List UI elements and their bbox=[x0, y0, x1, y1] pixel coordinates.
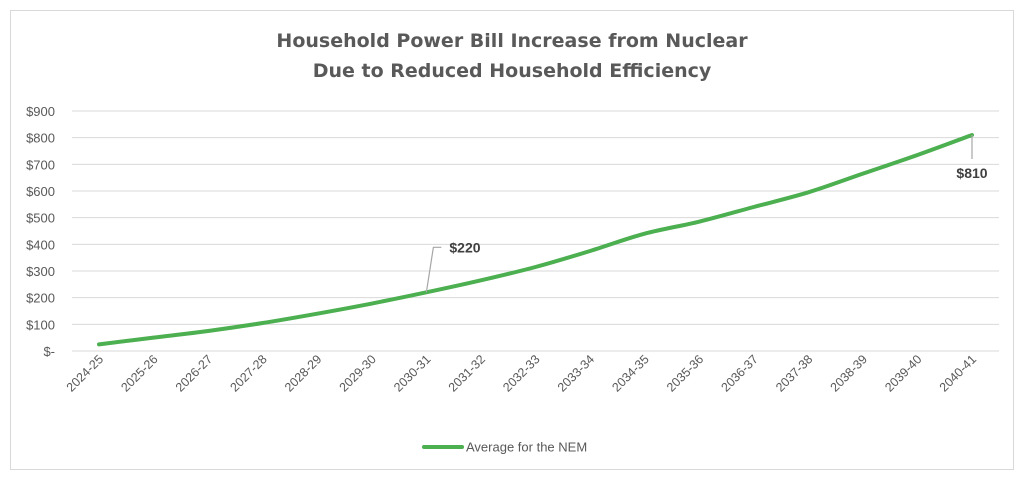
series-line bbox=[97, 133, 974, 347]
y-tick-label: $400 bbox=[26, 237, 55, 252]
y-tick-label: $600 bbox=[26, 184, 55, 199]
legend: Average for the NEM bbox=[422, 440, 587, 455]
y-tick-label: $900 bbox=[26, 104, 55, 119]
data-label: $220 bbox=[449, 239, 480, 255]
y-tick-label: $700 bbox=[26, 157, 55, 172]
y-tick-label: $300 bbox=[26, 264, 55, 279]
annotation-leader bbox=[425, 246, 442, 293]
legend-label: Average for the NEM bbox=[466, 440, 587, 455]
y-tick-label: $100 bbox=[26, 317, 55, 332]
y-tick-label: $- bbox=[43, 344, 55, 359]
y-tick-label: $800 bbox=[26, 131, 55, 146]
y-tick-label: $200 bbox=[26, 291, 55, 306]
data-label: $810 bbox=[956, 165, 987, 181]
chart-title-line-1: Household Power Bill Increase from Nucle… bbox=[276, 30, 748, 52]
chart-title-line-2: Due to Reduced Household Efficiency bbox=[313, 60, 712, 82]
y-tick-label: $500 bbox=[26, 211, 55, 226]
chart-border bbox=[10, 10, 1014, 470]
